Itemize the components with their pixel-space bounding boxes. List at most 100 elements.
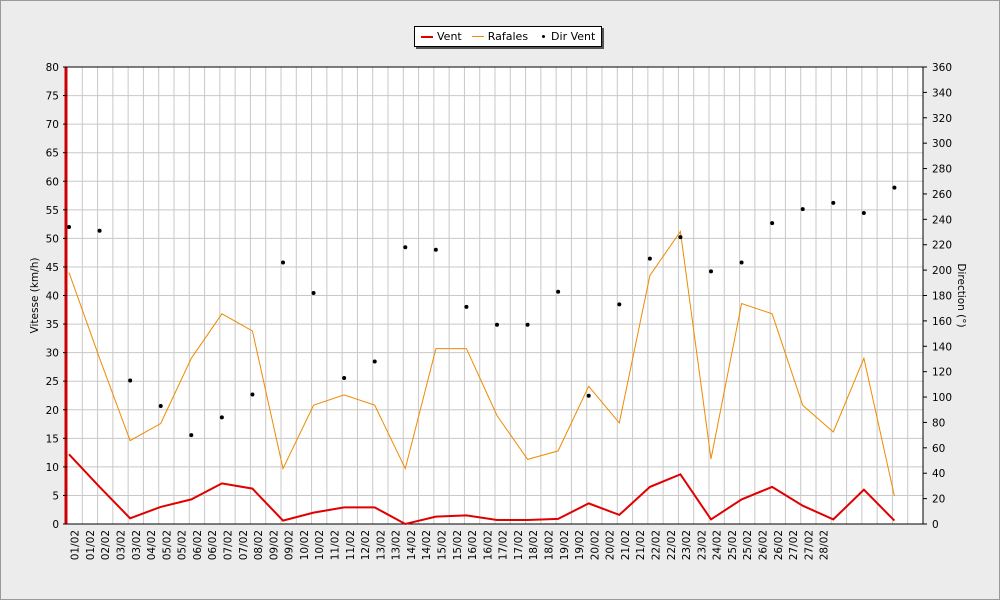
- horizontal-gridlines: [67, 66, 923, 525]
- data-point: [403, 245, 408, 250]
- left-tick-label: 35: [46, 319, 59, 331]
- x-tick-label: 23/02: [696, 530, 708, 560]
- x-tick-label: 19/02: [574, 530, 586, 560]
- x-tick-label: 14/02: [406, 530, 418, 560]
- data-point: [556, 289, 561, 294]
- x-tick-label: 03/02: [116, 530, 128, 560]
- series-line: [68, 453, 896, 526]
- series-dir-vent: [67, 185, 897, 438]
- x-tick-label: 28/02: [819, 530, 831, 560]
- right-tick-label: 200: [932, 265, 952, 277]
- right-tick-label: 240: [932, 214, 952, 226]
- x-tick-label: 16/02: [467, 530, 479, 560]
- left-tick-label: 25: [46, 376, 59, 388]
- left-tick-label: 15: [46, 433, 59, 445]
- x-tick-label: 09/02: [284, 530, 296, 560]
- left-tick-label: 45: [46, 262, 59, 274]
- x-tick-label: 25/02: [727, 530, 739, 560]
- data-point: [861, 210, 866, 215]
- legend-item-vent: Vent: [421, 30, 462, 43]
- data-point: [311, 290, 316, 295]
- data-point: [739, 260, 744, 265]
- x-tick-label: 19/02: [559, 530, 571, 560]
- x-tick-label: 22/02: [666, 530, 678, 560]
- data-point: [250, 392, 255, 397]
- left-tick-label: 55: [46, 205, 59, 217]
- right-tick-label: 40: [932, 468, 945, 480]
- x-tick-label: 10/02: [314, 530, 326, 560]
- x-tick-label: 11/02: [330, 530, 342, 560]
- right-tick-label: 280: [932, 164, 952, 176]
- left-tick-label: 65: [46, 148, 59, 160]
- data-point: [647, 256, 652, 261]
- data-point: [709, 269, 713, 274]
- x-tick-label: 21/02: [620, 530, 632, 560]
- x-tick-label: 17/02: [498, 530, 510, 560]
- x-tick-label: 11/02: [345, 530, 357, 560]
- right-tick-label: 0: [932, 519, 939, 531]
- x-tick-label: 02/02: [100, 530, 112, 560]
- x-tick-label: 26/02: [758, 530, 770, 560]
- right-tick-label: 20: [932, 494, 945, 506]
- x-tick-label: 18/02: [528, 530, 540, 560]
- legend-swatch-rafales: [471, 36, 484, 37]
- left-tick-label: 10: [46, 462, 59, 474]
- right-tick-label: 160: [932, 316, 952, 328]
- x-tick-label: 27/02: [803, 530, 815, 560]
- right-tick-label: 320: [932, 113, 952, 125]
- left-tick-label: 60: [46, 176, 59, 188]
- x-tick-label: 13/02: [375, 530, 387, 560]
- left-tick-label: 20: [46, 405, 59, 417]
- x-axis: 01/02 01/02 02/02 03/02 03/02 04/02 05/02 05/02…: [70, 530, 831, 560]
- right-axis: 0 20 40 60 80 100 120 140 160 180 200 220 240 260 280 3…: [923, 62, 952, 531]
- data-point: [189, 433, 194, 438]
- data-point: [586, 393, 591, 398]
- left-tick-label: 50: [46, 233, 59, 245]
- x-tick-label: 06/02: [192, 530, 204, 560]
- right-tick-label: 120: [932, 367, 952, 379]
- left-tick-label: 0: [52, 519, 59, 531]
- x-tick-label: 24/02: [712, 530, 724, 560]
- data-point: [800, 207, 805, 212]
- x-tick-label: 05/02: [177, 530, 189, 560]
- data-point: [770, 221, 775, 226]
- legend-swatch-vent: [421, 35, 433, 38]
- right-tick-label: 140: [932, 341, 952, 353]
- x-tick-label: 15/02: [437, 530, 449, 560]
- x-tick-label: 09/02: [268, 530, 280, 560]
- left-tick-label: 70: [46, 119, 59, 131]
- legend-label-vent: Vent: [437, 30, 462, 43]
- data-point: [219, 415, 224, 420]
- x-tick-label: 20/02: [589, 530, 601, 560]
- right-tick-label: 340: [932, 87, 952, 99]
- legend-item-rafales: Rafales: [471, 30, 529, 43]
- right-tick-label: 360: [932, 62, 952, 74]
- series-vent: [68, 453, 896, 526]
- x-tick-label: 27/02: [788, 530, 800, 560]
- series-rafales: [68, 230, 895, 497]
- legend-label-rafales: Rafales: [487, 30, 529, 43]
- data-point: [892, 185, 897, 190]
- data-point: [128, 378, 133, 383]
- x-tick-label: 07/02: [238, 530, 250, 560]
- y-axis-title: Vitesse (km/h): [29, 258, 41, 334]
- data-point: [433, 247, 438, 252]
- data-point: [372, 359, 377, 364]
- data-point: [342, 376, 347, 381]
- x-tick-label: 16/02: [482, 530, 494, 560]
- x-tick-label: 04/02: [146, 530, 158, 560]
- left-tick-label: 5: [52, 490, 59, 502]
- data-point: [495, 322, 499, 327]
- y2-axis-title: Direction (°): [955, 263, 967, 327]
- x-tick-label: 01/02: [70, 530, 82, 560]
- data-point: [678, 235, 683, 240]
- x-tick-label: 21/02: [635, 530, 647, 560]
- data-point: [831, 200, 836, 205]
- x-tick-label: 23/02: [681, 530, 693, 560]
- x-tick-label: 03/02: [131, 530, 143, 560]
- left-axis: 0 5 10 15 20 25 30 35 40 45 50 55 60 65 70 75 80: [46, 62, 67, 531]
- data-point: [67, 224, 71, 229]
- left-tick-label: 80: [46, 62, 59, 74]
- right-tick-label: 300: [932, 138, 952, 150]
